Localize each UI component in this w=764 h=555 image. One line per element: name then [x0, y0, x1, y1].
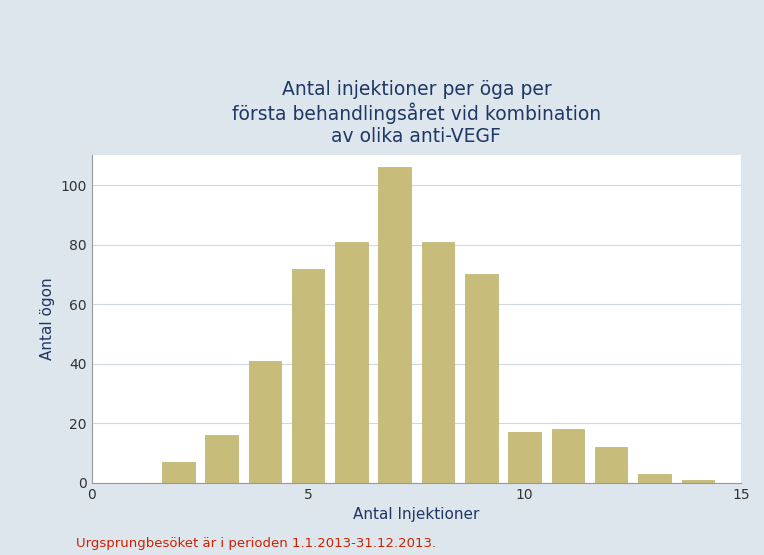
- Text: Urgsprungbesöket är i perioden 1.1.2013-31.12.2013.: Urgsprungbesöket är i perioden 1.1.2013-…: [76, 537, 436, 549]
- Bar: [422, 242, 455, 483]
- Bar: [681, 480, 714, 483]
- Bar: [595, 447, 627, 483]
- Bar: [508, 432, 541, 483]
- Bar: [162, 462, 195, 483]
- Bar: [335, 242, 367, 483]
- Y-axis label: Antal ögon: Antal ögon: [40, 278, 55, 360]
- Bar: [465, 275, 497, 483]
- Bar: [378, 167, 411, 483]
- Bar: [206, 435, 238, 483]
- Title: Antal injektioner per öga per
första behandlingsåret vid kombination
av olika an: Antal injektioner per öga per första beh…: [231, 79, 601, 145]
- Bar: [292, 269, 325, 483]
- Bar: [248, 361, 281, 483]
- X-axis label: Antal Injektioner: Antal Injektioner: [353, 507, 480, 522]
- Bar: [638, 474, 671, 483]
- Bar: [552, 429, 584, 483]
